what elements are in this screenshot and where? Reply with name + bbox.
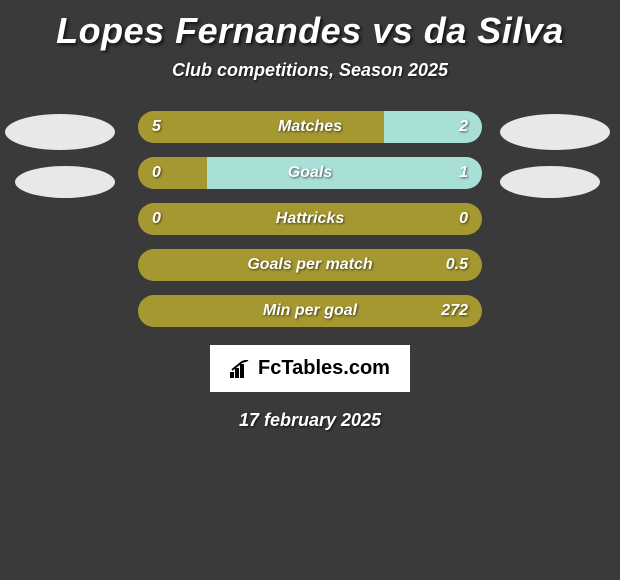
bar-label: Matches [278, 118, 342, 136]
bar-value-right: 2 [459, 118, 468, 136]
branding-wrapper: FcTables.com [0, 345, 620, 392]
bar-value-left: 0 [152, 210, 161, 228]
stat-bar: Matches 5 2 [138, 111, 482, 143]
bar-label: Goals [288, 164, 332, 182]
bar-label: Min per goal [263, 302, 357, 320]
branding-text: FcTables.com [258, 357, 390, 380]
bars-column: Matches 5 2 Goals 0 1 Hattricks 0 0 Goals per mat… [138, 111, 482, 327]
bar-label: Hattricks [276, 210, 344, 228]
bar-label: Goals per match [247, 256, 372, 274]
stat-bar: Goals 0 1 [138, 157, 482, 189]
bar-value-right: 0.5 [446, 256, 468, 274]
player2-avatar-bottom [500, 166, 600, 198]
stats-area: Matches 5 2 Goals 0 1 Hattricks 0 0 Goals per mat… [0, 111, 620, 327]
stat-bar: Goals per match 0.5 [138, 249, 482, 281]
player2-avatar-top [500, 114, 610, 150]
bar-value-right: 272 [441, 302, 468, 320]
subtitle: Club competitions, Season 2025 [0, 60, 620, 81]
chart-icon [230, 360, 252, 378]
bar-left-segment [138, 111, 384, 143]
bar-value-left: 5 [152, 118, 161, 136]
main-container: Lopes Fernandes vs da Silva Club competi… [0, 0, 620, 441]
bar-value-left: 0 [152, 164, 161, 182]
bar-right-segment [207, 157, 482, 189]
stat-bar: Min per goal 272 [138, 295, 482, 327]
page-title: Lopes Fernandes vs da Silva [0, 10, 620, 52]
branding-box[interactable]: FcTables.com [210, 345, 410, 392]
player1-avatar-top [5, 114, 115, 150]
bar-value-right: 1 [459, 164, 468, 182]
stat-bar: Hattricks 0 0 [138, 203, 482, 235]
bar-value-right: 0 [459, 210, 468, 228]
date-line: 17 february 2025 [0, 410, 620, 431]
bar-left-segment [138, 157, 207, 189]
player1-avatar-bottom [15, 166, 115, 198]
